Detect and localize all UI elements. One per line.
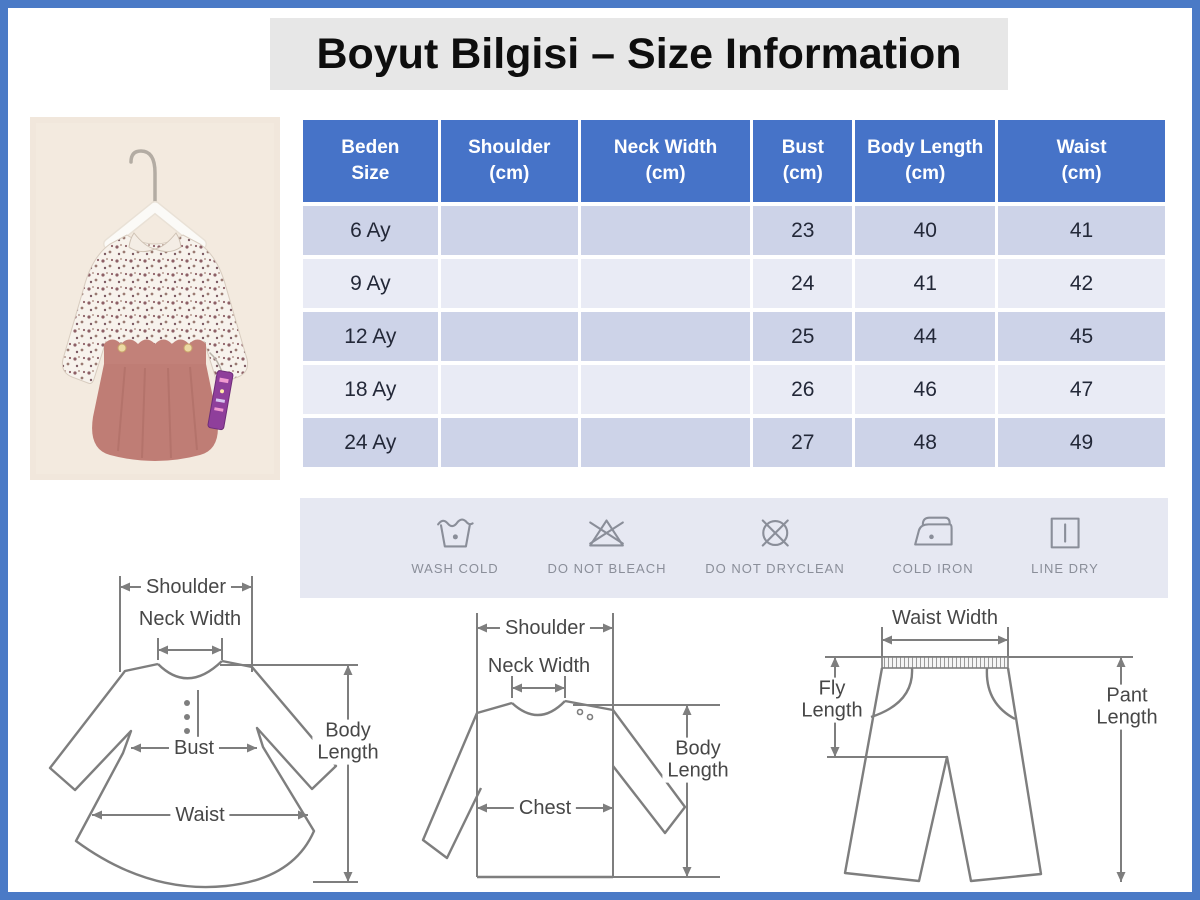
header-bust: Bust (cm)	[753, 120, 853, 202]
top-neck-width-label: Neck Width	[487, 654, 591, 677]
cell-shoulder	[440, 206, 578, 255]
header-neck-width: Neck Width (cm)	[580, 120, 751, 202]
skirt	[92, 364, 218, 461]
dress-waist-label: Waist	[170, 803, 230, 827]
top-body-length-label: Body Length	[662, 737, 734, 783]
care-label: LINE DRY	[1031, 561, 1099, 576]
header-shoulder: Shoulder (cm)	[440, 120, 578, 202]
header-waist: Waist (cm)	[998, 120, 1165, 202]
cell-size: 12 Ay	[303, 312, 438, 361]
pants-measure-diagram: Waist Width Fly Length Pant Length	[775, 597, 1190, 897]
cell-size: 18 Ay	[303, 365, 438, 414]
cell-body-length: 41	[855, 259, 996, 308]
care-label: COLD IRON	[892, 561, 974, 576]
do-not-bleach-icon	[589, 519, 625, 547]
table-row: 6 Ay 23 40 41	[303, 206, 1165, 255]
cell-bust: 24	[753, 259, 853, 308]
waistband	[881, 656, 1009, 669]
cell-size: 9 Ay	[303, 259, 438, 308]
header-body-length: Body Length (cm)	[855, 120, 996, 202]
waist-button-right	[183, 343, 193, 353]
page-title: Boyut Bilgisi – Size Information	[270, 18, 1008, 90]
top-chest-label: Chest	[513, 796, 577, 820]
table-row: 18 Ay 26 46 47	[303, 365, 1165, 414]
cell-neck	[580, 259, 751, 308]
line-dry-icon	[1050, 517, 1080, 549]
hanger-hook	[129, 149, 157, 211]
care-label: WASH COLD	[411, 561, 499, 576]
cell-shoulder	[440, 418, 578, 467]
cell-bust: 26	[753, 365, 853, 414]
care-item-do-not-bleach: DO NOT BLEACH	[548, 510, 667, 576]
care-instructions: WASH COLD DO NOT BLEACH DO NOT DRYCLEAN …	[300, 498, 1168, 598]
cell-bust: 25	[753, 312, 853, 361]
hanger	[104, 202, 206, 249]
cell-neck	[580, 206, 751, 255]
dress-neck-width-label: Neck Width	[138, 607, 242, 630]
cell-waist: 45	[998, 312, 1165, 361]
cold-iron-icon	[913, 516, 953, 546]
care-item-do-not-dryclean: DO NOT DRYCLEAN	[705, 510, 845, 576]
dress-bust-label: Bust	[168, 736, 220, 760]
cell-shoulder	[440, 365, 578, 414]
cell-waist: 41	[998, 206, 1165, 255]
cell-body-length: 40	[855, 206, 996, 255]
cell-neck	[580, 418, 751, 467]
cell-bust: 27	[753, 418, 853, 467]
header-beden-size: Beden Size	[303, 120, 438, 202]
top-outline	[421, 699, 687, 879]
collar-left	[128, 232, 157, 253]
dress-measure-diagram: Shoulder Neck Width Bust Waist Body Leng…	[30, 570, 420, 895]
cell-neck	[580, 365, 751, 414]
care-label: DO NOT BLEACH	[547, 561, 667, 576]
collar-right	[153, 232, 182, 253]
top-shoulder-label: Shoulder	[499, 616, 591, 640]
pants-pant-length-label: Pant Length	[1091, 684, 1163, 730]
care-item-cold-iron: COLD IRON	[892, 510, 973, 576]
top-measure-diagram: Shoulder Neck Width Chest Body Length	[415, 600, 775, 895]
cell-shoulder	[440, 312, 578, 361]
dress-body-length-label: Body Length	[312, 719, 384, 765]
cell-waist: 42	[998, 259, 1165, 308]
cell-waist: 49	[998, 418, 1165, 467]
cell-body-length: 44	[855, 312, 996, 361]
pants-fly-length-label: Fly Length	[796, 677, 868, 723]
pants-outline	[843, 667, 1043, 883]
skirt-waistband	[104, 339, 206, 364]
size-table: Beden Size Shoulder (cm) Neck Width (cm) Bu…	[300, 116, 1168, 471]
care-item-line-dry: LINE DRY	[1031, 510, 1099, 576]
table-row: 12 Ay 25 44 45	[303, 312, 1165, 361]
care-label: DO NOT DRYCLEAN	[705, 561, 845, 576]
cell-size: 6 Ay	[303, 206, 438, 255]
top-diagram-drawing	[421, 613, 720, 879]
dress-outline	[48, 659, 338, 889]
do-not-dryclean-icon	[761, 519, 789, 547]
product-photo	[30, 117, 280, 480]
table-row: 9 Ay 24 41 42	[303, 259, 1165, 308]
cell-waist: 47	[998, 365, 1165, 414]
dress-shoulder-label: Shoulder	[140, 575, 232, 599]
cell-body-length: 48	[855, 418, 996, 467]
table-row: 24 Ay 27 48 49	[303, 418, 1165, 467]
pants-diagram-drawing	[825, 627, 1133, 883]
pants-waist-width-label: Waist Width	[892, 606, 998, 629]
cell-size: 24 Ay	[303, 418, 438, 467]
cell-neck	[580, 312, 751, 361]
cell-body-length: 46	[855, 365, 996, 414]
cell-shoulder	[440, 259, 578, 308]
baby-dress-photo-illustration	[30, 117, 280, 480]
table-header-row: Beden Size Shoulder (cm) Neck Width (cm) Bu…	[303, 120, 1165, 202]
care-item-wash-cold: WASH COLD	[411, 510, 498, 576]
waist-button-left	[117, 343, 127, 353]
price-tag	[207, 351, 234, 431]
cell-bust: 23	[753, 206, 853, 255]
wash-cold-icon	[436, 518, 474, 548]
